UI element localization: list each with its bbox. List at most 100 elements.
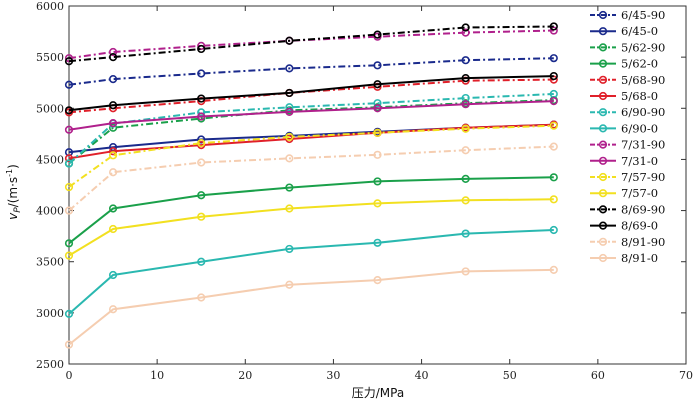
y-tick-label: 3500 xyxy=(36,256,64,269)
legend-label: 6/90-90 xyxy=(621,105,665,119)
y-axis-label: vP/(m·s-1) xyxy=(5,164,23,220)
data-point xyxy=(197,112,206,121)
data-point xyxy=(197,44,206,54)
data-point xyxy=(64,106,74,115)
legend-swatch-marker xyxy=(598,59,608,68)
data-point xyxy=(461,124,470,133)
series-line xyxy=(68,100,554,131)
data-point xyxy=(64,206,74,215)
legend-item: 5/62-90 xyxy=(590,40,665,54)
y-tick-label: 4500 xyxy=(36,153,64,166)
data-point xyxy=(108,53,118,62)
data-point xyxy=(64,159,74,168)
data-point xyxy=(108,270,118,280)
legend-item: 7/57-90 xyxy=(590,170,665,184)
data-point xyxy=(197,158,206,167)
legend-item: 6/90-0 xyxy=(590,121,658,135)
x-tick-label: 50 xyxy=(503,369,517,382)
series-group xyxy=(64,22,558,349)
series-line xyxy=(68,198,554,257)
data-point xyxy=(461,28,470,37)
legend-label: 8/69-90 xyxy=(621,202,665,216)
legend-label: 5/68-90 xyxy=(621,73,665,87)
series-line xyxy=(68,57,554,86)
legend-swatch-marker xyxy=(598,237,608,246)
data-point xyxy=(549,225,558,235)
legend-swatch-marker xyxy=(598,43,608,52)
legend-swatch-marker xyxy=(598,75,608,84)
legend-item: 8/69-0 xyxy=(590,219,658,233)
data-point xyxy=(285,204,294,213)
legend-label: 8/91-0 xyxy=(621,251,658,265)
legend-item: 7/31-90 xyxy=(590,138,665,152)
data-point xyxy=(285,183,294,192)
data-point xyxy=(461,174,470,183)
y-tick-label: 3000 xyxy=(36,307,64,320)
y-tick-label: 4000 xyxy=(36,205,64,218)
x-tick-label: 40 xyxy=(415,369,429,382)
legend-swatch-marker xyxy=(598,189,608,198)
series-5/62-0 xyxy=(64,173,558,248)
data-point xyxy=(285,244,294,254)
data-point xyxy=(64,182,74,192)
data-point xyxy=(373,128,382,137)
x-tick-label: 20 xyxy=(238,369,252,382)
data-point xyxy=(461,23,470,32)
data-point xyxy=(64,309,74,318)
series-line xyxy=(68,268,554,346)
legend-swatch-marker xyxy=(598,253,608,263)
legend-item: 6/45-0 xyxy=(590,24,658,38)
data-point xyxy=(461,146,470,155)
legend-swatch-marker xyxy=(598,156,608,165)
legend-item: 7/31-0 xyxy=(590,154,658,168)
data-point xyxy=(373,30,382,39)
series-8/91-0 xyxy=(64,265,558,349)
data-point xyxy=(549,173,558,182)
legend-swatch-marker xyxy=(598,172,608,182)
data-point xyxy=(285,88,294,98)
data-point xyxy=(108,119,118,128)
data-point xyxy=(373,276,382,285)
data-point xyxy=(64,239,74,248)
legend-label: 7/31-0 xyxy=(621,154,658,168)
data-point xyxy=(285,103,294,112)
data-point xyxy=(373,150,382,159)
data-point xyxy=(197,293,206,302)
series-8/69-90 xyxy=(64,22,558,66)
legend-label: 7/57-0 xyxy=(621,186,658,200)
legend-label: 7/31-90 xyxy=(621,138,665,152)
legend-item: 8/69-90 xyxy=(590,202,665,216)
data-point xyxy=(108,47,118,57)
legend-label: 8/69-0 xyxy=(621,219,658,233)
data-point xyxy=(285,154,294,163)
legend-label: 6/45-0 xyxy=(621,24,658,38)
data-point xyxy=(64,80,74,89)
data-point xyxy=(108,151,118,160)
data-point xyxy=(461,56,470,65)
data-point xyxy=(461,267,470,276)
legend-swatch-marker xyxy=(598,91,608,101)
data-point xyxy=(108,168,118,177)
series-8/91-90 xyxy=(64,142,558,215)
data-point xyxy=(197,191,206,200)
y-tick-label: 6000 xyxy=(36,0,64,13)
legend-item: 7/57-0 xyxy=(590,186,658,200)
data-point xyxy=(373,177,382,186)
data-point xyxy=(197,212,206,221)
data-point xyxy=(64,340,74,349)
series-7/31-0 xyxy=(64,97,558,134)
data-point xyxy=(64,57,74,66)
data-point xyxy=(285,107,294,116)
legend-item: 8/91-0 xyxy=(590,251,658,265)
data-point xyxy=(461,74,470,83)
data-point xyxy=(461,100,470,109)
legend-item: 5/68-90 xyxy=(590,73,665,87)
legend-item: 8/91-90 xyxy=(590,235,665,249)
data-point xyxy=(549,22,558,31)
data-point xyxy=(373,238,382,247)
data-point xyxy=(549,71,558,81)
data-point xyxy=(108,101,118,110)
data-point xyxy=(108,224,118,234)
